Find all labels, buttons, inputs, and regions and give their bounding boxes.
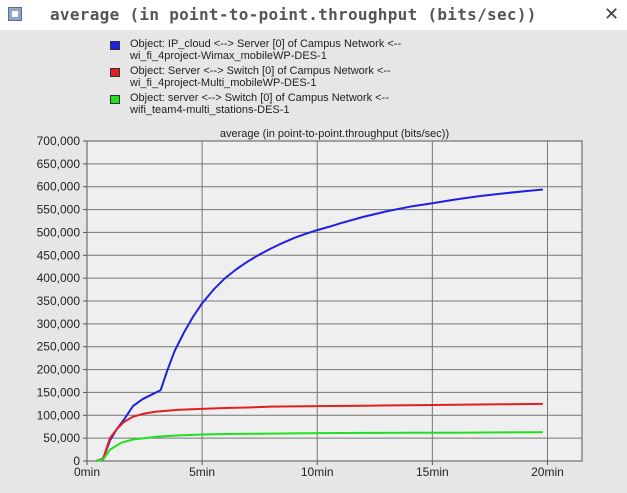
y-tick-label: 650,000 <box>37 157 81 171</box>
legend-line1: Object: Server <--> Switch [0] of Campus… <box>130 65 391 77</box>
series-line-3 <box>96 431 543 462</box>
y-tick-label: 350,000 <box>37 294 81 308</box>
y-tick-label: 500,000 <box>37 225 81 239</box>
legend-swatch-red <box>110 68 120 77</box>
y-tick-label: 50,000 <box>43 431 80 445</box>
x-tick-label: 0min <box>74 465 100 479</box>
legend-line1: Object: IP_cloud <--> Server [0] of Camp… <box>130 38 402 50</box>
legend-label: Object: Server <--> Switch [0] of Campus… <box>130 65 391 89</box>
y-tick-label: 400,000 <box>37 271 81 285</box>
legend-line2: wi_fi_4project-Multi_mobileWP-DES-1 <box>130 77 317 89</box>
y-tick-label: 0 <box>73 454 80 468</box>
series-line-1 <box>95 188 543 462</box>
series-line-2 <box>95 402 543 462</box>
x-tick-label: 15min <box>416 465 449 479</box>
legend-swatch-blue <box>110 41 120 50</box>
legend-line1: Object: server <--> Switch [0] of Campus… <box>130 92 389 104</box>
y-tick-label: 250,000 <box>37 340 81 354</box>
x-tick-label: 10min <box>301 465 334 479</box>
legend-label: Object: server <--> Switch [0] of Campus… <box>130 92 389 116</box>
app-icon <box>8 7 22 21</box>
chart-title: average (in point-to-point.throughput (b… <box>220 128 449 140</box>
legend-swatch-green <box>110 95 120 104</box>
legend-label: Object: IP_cloud <--> Server [0] of Camp… <box>130 38 401 62</box>
y-tick-label: 600,000 <box>37 180 81 194</box>
window-title: average (in point-to-point.throughput (b… <box>50 5 537 24</box>
y-tick-label: 300,000 <box>37 317 81 331</box>
legend-line2: wi_fi_4project-Wimax_mobileWP-DES-1 <box>130 50 327 62</box>
y-tick-label: 550,000 <box>37 203 81 217</box>
y-tick-label: 200,000 <box>37 363 81 377</box>
close-icon[interactable]: ✕ <box>604 4 620 25</box>
y-tick-label: 150,000 <box>37 385 81 399</box>
x-tick-label: 20min <box>531 465 564 479</box>
y-tick-label: 700,000 <box>37 134 81 148</box>
title-bar[interactable]: average (in point-to-point.throughput (b… <box>0 0 627 30</box>
legend-line2: wifi_team4-multi_stations-DES-1 <box>130 104 290 116</box>
y-tick-label: 450,000 <box>37 248 81 262</box>
legend: Object: IP_cloud <--> Server [0] of Camp… <box>110 38 610 134</box>
y-tick-label: 100,000 <box>37 408 81 422</box>
x-tick-label: 5min <box>189 465 215 479</box>
